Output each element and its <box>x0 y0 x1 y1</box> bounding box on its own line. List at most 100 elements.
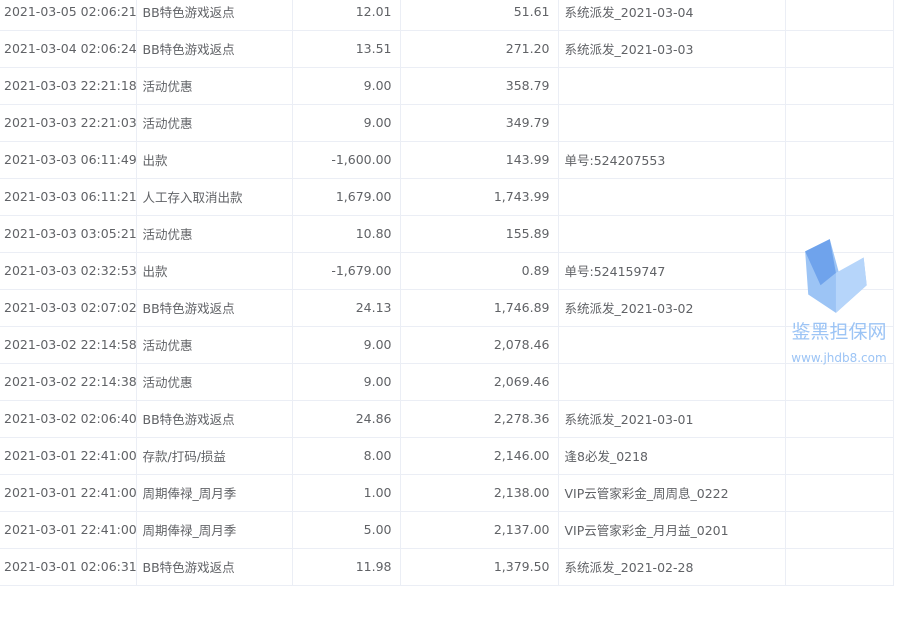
type-cell: BB特色游戏返点 <box>136 289 293 327</box>
amount-cell: -1,679.00 <box>292 252 401 290</box>
amount-cell: 5.00 <box>292 511 401 549</box>
extra-cell <box>785 104 894 142</box>
time-cell: 2021-03-03 02:07:02 <box>0 289 137 327</box>
type-cell: 存款/打码/损益 <box>136 437 293 475</box>
extra-cell <box>785 141 894 179</box>
balance-cell: 51.61 <box>400 0 559 31</box>
amount-cell: 24.13 <box>292 289 401 327</box>
table-row: 2021-03-03 03:05:21 活动优惠 10.80 155.89 <box>0 215 894 253</box>
extra-cell <box>785 215 894 253</box>
type-cell: BB特色游戏返点 <box>136 0 293 31</box>
time-cell: 2021-03-03 02:32:53 <box>0 252 137 290</box>
balance-cell: 2,278.36 <box>400 400 559 438</box>
type-cell: 活动优惠 <box>136 326 293 364</box>
amount-cell: 9.00 <box>292 67 401 105</box>
type-cell: BB特色游戏返点 <box>136 548 293 586</box>
type-cell: 活动优惠 <box>136 215 293 253</box>
time-cell: 2021-03-03 22:21:03 <box>0 104 137 142</box>
remark-cell: 系统派发_2021-03-02 <box>558 289 786 327</box>
time-cell: 2021-03-01 22:41:00 <box>0 474 137 512</box>
table-row: 2021-03-03 02:07:02 BB特色游戏返点 24.13 1,746.89… <box>0 289 894 327</box>
remark-cell: 逢8必发_0218 <box>558 437 786 475</box>
time-cell: 2021-03-02 22:14:58 <box>0 326 137 364</box>
remark-cell: 单号:524159747 <box>558 252 786 290</box>
table-row: 2021-03-01 02:06:31 BB特色游戏返点 11.98 1,379.50… <box>0 548 894 586</box>
type-cell: BB特色游戏返点 <box>136 30 293 68</box>
table-row: 2021-03-03 22:21:03 活动优惠 9.00 349.79 <box>0 104 894 142</box>
table-row: 2021-03-05 02:06:21 BB特色游戏返点 12.01 51.61 系统派… <box>0 0 894 31</box>
remark-cell <box>558 215 786 253</box>
extra-cell <box>785 474 894 512</box>
table-row: 2021-03-02 02:06:40 BB特色游戏返点 24.86 2,278.36… <box>0 400 894 438</box>
amount-cell: 9.00 <box>292 363 401 401</box>
extra-cell <box>785 400 894 438</box>
amount-cell: 9.00 <box>292 326 401 364</box>
amount-cell: 8.00 <box>292 437 401 475</box>
remark-cell: 单号:524207553 <box>558 141 786 179</box>
balance-cell: 1,379.50 <box>400 548 559 586</box>
balance-cell: 143.99 <box>400 141 559 179</box>
balance-cell: 0.89 <box>400 252 559 290</box>
remark-cell: 系统派发_2021-02-28 <box>558 548 786 586</box>
remark-cell <box>558 363 786 401</box>
extra-cell <box>785 548 894 586</box>
amount-cell: 12.01 <box>292 0 401 31</box>
type-cell: 周期俸禄_周月季 <box>136 474 293 512</box>
type-cell: 周期俸禄_周月季 <box>136 511 293 549</box>
amount-cell: 13.51 <box>292 30 401 68</box>
time-cell: 2021-03-03 06:11:49 <box>0 141 137 179</box>
amount-cell: 11.98 <box>292 548 401 586</box>
extra-cell <box>785 252 894 290</box>
balance-cell: 349.79 <box>400 104 559 142</box>
extra-cell <box>785 67 894 105</box>
time-cell: 2021-03-01 22:41:00 <box>0 437 137 475</box>
type-cell: 活动优惠 <box>136 363 293 401</box>
balance-cell: 358.79 <box>400 67 559 105</box>
table-row: 2021-03-01 22:41:00 周期俸禄_周月季 5.00 2,137.00 V… <box>0 511 894 549</box>
table-row: 2021-03-01 22:41:00 周期俸禄_周月季 1.00 2,138.00 V… <box>0 474 894 512</box>
time-cell: 2021-03-01 22:41:00 <box>0 511 137 549</box>
table-row: 2021-03-02 22:14:38 活动优惠 9.00 2,069.46 <box>0 363 894 401</box>
balance-cell: 2,146.00 <box>400 437 559 475</box>
time-cell: 2021-03-05 02:06:21 <box>0 0 137 31</box>
type-cell: 活动优惠 <box>136 67 293 105</box>
time-cell: 2021-03-01 02:06:31 <box>0 548 137 586</box>
remark-cell: VIP云管家彩金_月月益_0201 <box>558 511 786 549</box>
type-cell: BB特色游戏返点 <box>136 400 293 438</box>
extra-cell <box>785 326 894 364</box>
time-cell: 2021-03-03 22:21:18 <box>0 67 137 105</box>
time-cell: 2021-03-03 06:11:21 <box>0 178 137 216</box>
balance-cell: 155.89 <box>400 215 559 253</box>
amount-cell: 1.00 <box>292 474 401 512</box>
amount-cell: 24.86 <box>292 400 401 438</box>
table-row: 2021-03-03 06:11:21 人工存入取消出款 1,679.00 1,743… <box>0 178 894 216</box>
balance-cell: 2,137.00 <box>400 511 559 549</box>
type-cell: 出款 <box>136 141 293 179</box>
transaction-table: 2021-03-05 02:06:21 BB特色游戏返点 12.01 51.61 系统派… <box>0 0 894 586</box>
remark-cell <box>558 178 786 216</box>
table-row: 2021-03-03 02:32:53 出款 -1,679.00 0.89 单号:524… <box>0 252 894 290</box>
remark-cell: 系统派发_2021-03-03 <box>558 30 786 68</box>
time-cell: 2021-03-04 02:06:24 <box>0 30 137 68</box>
table-row: 2021-03-01 22:41:00 存款/打码/损益 8.00 2,146.00 逢… <box>0 437 894 475</box>
balance-cell: 2,138.00 <box>400 474 559 512</box>
time-cell: 2021-03-02 22:14:38 <box>0 363 137 401</box>
remark-cell: VIP云管家彩金_周周息_0222 <box>558 474 786 512</box>
amount-cell: 9.00 <box>292 104 401 142</box>
type-cell: 活动优惠 <box>136 104 293 142</box>
extra-cell <box>785 511 894 549</box>
remark-cell: 系统派发_2021-03-04 <box>558 0 786 31</box>
amount-cell: -1,600.00 <box>292 141 401 179</box>
table-row: 2021-03-04 02:06:24 BB特色游戏返点 13.51 271.20 系统… <box>0 30 894 68</box>
time-cell: 2021-03-03 03:05:21 <box>0 215 137 253</box>
remark-cell <box>558 326 786 364</box>
remark-cell <box>558 67 786 105</box>
extra-cell <box>785 437 894 475</box>
extra-cell <box>785 363 894 401</box>
time-cell: 2021-03-02 02:06:40 <box>0 400 137 438</box>
amount-cell: 10.80 <box>292 215 401 253</box>
table-row: 2021-03-02 22:14:58 活动优惠 9.00 2,078.46 <box>0 326 894 364</box>
extra-cell <box>785 0 894 31</box>
type-cell: 人工存入取消出款 <box>136 178 293 216</box>
extra-cell <box>785 289 894 327</box>
